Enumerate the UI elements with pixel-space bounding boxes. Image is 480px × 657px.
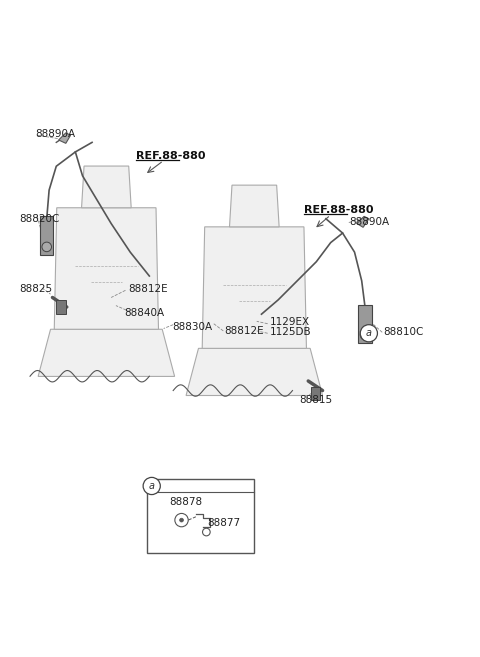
Text: 88877: 88877 <box>207 518 240 528</box>
Polygon shape <box>186 348 323 396</box>
Text: a: a <box>149 481 155 491</box>
Circle shape <box>42 242 51 252</box>
Text: a: a <box>366 328 372 338</box>
Polygon shape <box>82 166 131 208</box>
Polygon shape <box>202 227 306 348</box>
Text: 88840A: 88840A <box>124 307 165 318</box>
Circle shape <box>143 478 160 495</box>
Text: 88812E: 88812E <box>224 327 264 336</box>
Text: 1125DB: 1125DB <box>270 327 311 337</box>
Polygon shape <box>38 329 175 376</box>
Circle shape <box>360 330 370 340</box>
Circle shape <box>360 325 377 342</box>
Text: 1129EX: 1129EX <box>270 317 310 327</box>
Text: 88812E: 88812E <box>128 284 168 294</box>
Text: 88878: 88878 <box>169 497 203 507</box>
Text: REF.88-880: REF.88-880 <box>136 150 205 161</box>
Bar <box>40 216 53 254</box>
Polygon shape <box>357 216 369 227</box>
Polygon shape <box>59 133 71 143</box>
Polygon shape <box>229 185 279 227</box>
Text: 88825: 88825 <box>20 284 53 294</box>
Text: 88810C: 88810C <box>383 327 423 337</box>
Circle shape <box>180 518 183 522</box>
Text: 88815: 88815 <box>299 395 332 405</box>
Text: REF.88-880: REF.88-880 <box>304 205 374 215</box>
Bar <box>56 300 66 314</box>
Text: 88830A: 88830A <box>172 322 212 332</box>
Bar <box>311 387 320 400</box>
Bar <box>359 305 372 343</box>
Text: 88890A: 88890A <box>349 217 389 227</box>
Text: 88820C: 88820C <box>20 214 60 224</box>
Bar <box>147 479 254 553</box>
Polygon shape <box>54 208 158 329</box>
Text: 88890A: 88890A <box>35 129 75 139</box>
